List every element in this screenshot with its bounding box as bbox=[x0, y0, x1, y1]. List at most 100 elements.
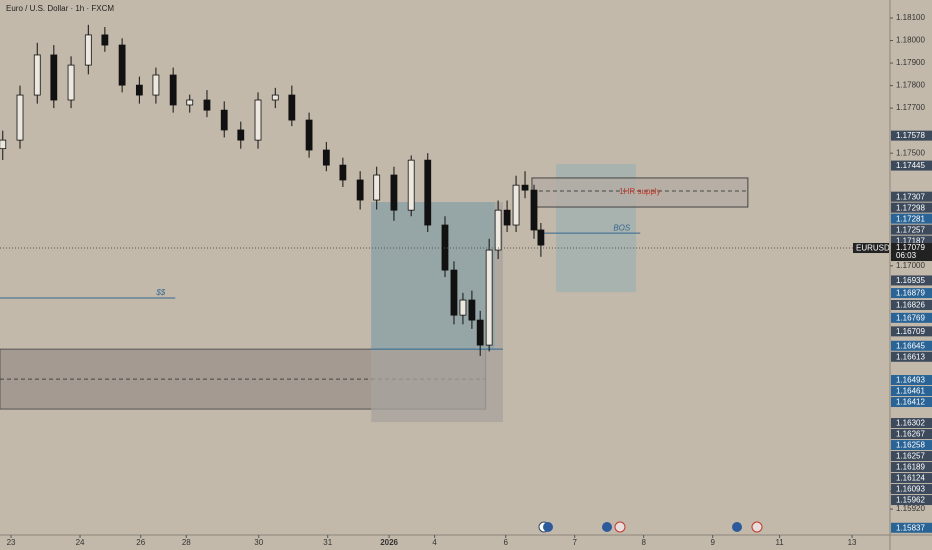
price-label-bg bbox=[891, 191, 932, 202]
candle-body bbox=[67, 64, 75, 101]
x-tick-label: 7 bbox=[572, 538, 577, 547]
price-label-bg bbox=[891, 451, 932, 462]
candle-body bbox=[339, 164, 347, 181]
candle-body bbox=[50, 54, 58, 101]
candle-body bbox=[530, 189, 538, 231]
candle-body bbox=[186, 99, 194, 106]
price-label: 1.17445 bbox=[896, 161, 925, 170]
price-label: 1.16189 bbox=[896, 463, 925, 472]
x-tick-label: 28 bbox=[182, 538, 191, 547]
price-label: 1.16645 bbox=[896, 341, 925, 350]
candle-body bbox=[16, 94, 24, 141]
price-label: 1.16461 bbox=[896, 387, 925, 396]
price-label-bg bbox=[891, 495, 932, 506]
candle-body bbox=[305, 119, 313, 151]
price-label: 1.16258 bbox=[896, 441, 925, 450]
price-label: 1.16613 bbox=[896, 352, 925, 361]
zone-label: 1HR supply bbox=[619, 187, 660, 196]
price-label: 1.16709 bbox=[896, 327, 925, 336]
price-label: 1.16093 bbox=[896, 485, 925, 494]
price-label-bg bbox=[891, 213, 932, 224]
price-label: 1.17307 bbox=[896, 192, 925, 201]
price-label-bg bbox=[891, 224, 932, 235]
price-label-bg bbox=[891, 473, 932, 484]
event-icons bbox=[538, 521, 763, 533]
candle-body bbox=[0, 139, 7, 150]
y-tick-label: 1.18100 bbox=[896, 13, 925, 22]
symbol-bg bbox=[853, 243, 889, 254]
price-label: 1.16124 bbox=[896, 474, 925, 483]
y-tick-label: 1.18000 bbox=[896, 36, 925, 45]
candle-body bbox=[537, 229, 545, 246]
price-label-bg bbox=[891, 340, 932, 351]
price-label-bg bbox=[891, 300, 932, 311]
price-label: 1.17187 bbox=[896, 236, 925, 245]
price-label: 1.16826 bbox=[896, 301, 925, 310]
price-label: 1.17281 bbox=[896, 214, 925, 223]
x-tick-label: 8 bbox=[641, 538, 646, 547]
x-tick-label: 2026 bbox=[380, 538, 398, 547]
price-label-bg bbox=[891, 429, 932, 440]
price-label: 1.16769 bbox=[896, 313, 925, 322]
x-tick-label: 13 bbox=[848, 538, 857, 547]
price-label-bg bbox=[891, 160, 932, 171]
price-label-bg bbox=[891, 275, 932, 286]
y-tick-label: 1.17700 bbox=[896, 103, 925, 112]
candle-body bbox=[118, 44, 126, 86]
price-label-bg bbox=[891, 418, 932, 429]
candle-body bbox=[84, 34, 92, 66]
event-icon bbox=[751, 521, 763, 533]
candle-body bbox=[322, 149, 330, 166]
level-label: BOS bbox=[613, 223, 631, 232]
candle-body bbox=[485, 249, 493, 346]
price-label-bg bbox=[891, 288, 932, 299]
price-label-bg bbox=[891, 130, 932, 141]
price-label: 1.17257 bbox=[896, 225, 925, 234]
price-label: 1.16493 bbox=[896, 376, 925, 385]
y-tick-label: 1.17500 bbox=[896, 148, 925, 157]
candle-body bbox=[390, 174, 398, 211]
x-tick-label: 30 bbox=[254, 538, 263, 547]
price-label: 1.16302 bbox=[896, 419, 925, 428]
countdown: 06:03 bbox=[896, 251, 917, 260]
price-label: 1.15962 bbox=[896, 496, 925, 505]
candle-body bbox=[33, 54, 41, 96]
price-label: 1.15837 bbox=[896, 523, 925, 532]
candle-body bbox=[169, 74, 177, 106]
price-label-bg bbox=[891, 386, 932, 397]
candle-body bbox=[503, 209, 511, 226]
price-label-bg bbox=[891, 522, 932, 533]
candle-body bbox=[476, 319, 484, 346]
current-price-bg bbox=[891, 243, 932, 262]
candle-body bbox=[135, 84, 143, 96]
price-label-bg bbox=[891, 351, 932, 362]
price-label: 1.16267 bbox=[896, 430, 925, 439]
candle-body bbox=[424, 159, 432, 226]
price-label-bg bbox=[891, 375, 932, 386]
price-label: 1.16879 bbox=[896, 289, 925, 298]
price-label-bg bbox=[891, 440, 932, 451]
candle-body bbox=[468, 299, 476, 321]
price-label: 1.17578 bbox=[896, 131, 925, 140]
candle-body bbox=[521, 184, 529, 191]
price-label-bg bbox=[891, 462, 932, 473]
candle-body bbox=[373, 174, 381, 201]
candle-body bbox=[220, 109, 228, 131]
y-tick-label: 1.17900 bbox=[896, 58, 925, 67]
candle-body bbox=[356, 179, 364, 201]
candle-body bbox=[271, 94, 279, 101]
price-label-bg bbox=[891, 235, 932, 246]
event-icon bbox=[602, 522, 612, 532]
x-tick-label: 4 bbox=[432, 538, 437, 547]
y-tick-label: 1.17000 bbox=[896, 261, 925, 270]
symbol-label: EURUSD bbox=[856, 244, 890, 253]
plot: 1HR supply BOS $$ bbox=[0, 24, 749, 423]
x-tick-label: 31 bbox=[323, 538, 332, 547]
candle-body bbox=[203, 99, 211, 111]
y-tick-label: 1.15920 bbox=[896, 504, 925, 513]
price-label-bg bbox=[891, 312, 932, 323]
x-tick-label: 26 bbox=[136, 538, 145, 547]
event-icon bbox=[614, 521, 626, 533]
x-tick-label: 24 bbox=[76, 538, 85, 547]
